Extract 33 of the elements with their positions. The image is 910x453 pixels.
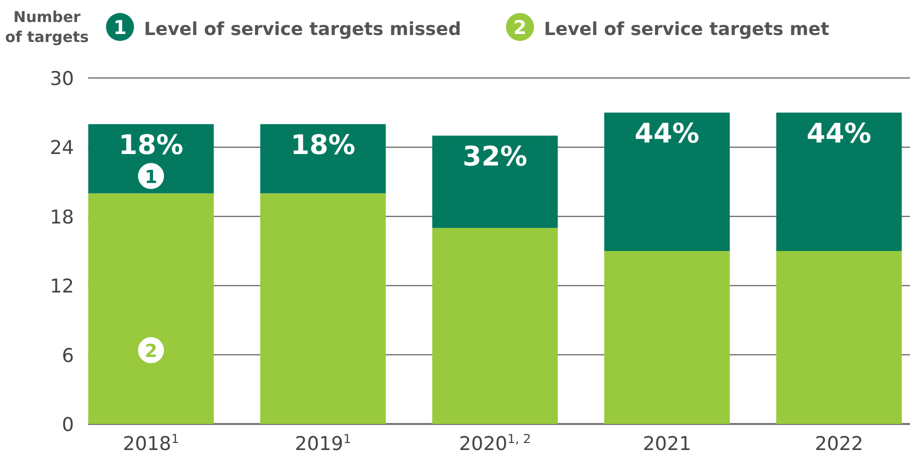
legend-label: Level of service targets met — [544, 19, 830, 40]
y-tick-label: 30 — [50, 68, 74, 90]
bar — [88, 193, 214, 424]
annotation: 18% — [118, 130, 184, 162]
y-tick-label: 12 — [50, 276, 74, 298]
bar — [604, 112, 730, 251]
y-tick-label: 24 — [50, 137, 74, 160]
annotation: 44% — [806, 118, 872, 150]
bar — [776, 251, 902, 424]
legend-label: Level of service targets missed — [144, 19, 462, 40]
x-tick-label: 2022 — [814, 433, 864, 453]
x-tick-label: 2021 — [642, 433, 692, 453]
bar — [604, 251, 730, 424]
x-tick-label: 2018$^{1}$ — [122, 432, 180, 453]
annotation: 32% — [462, 142, 528, 173]
annotation: 18% — [290, 130, 356, 162]
bar — [260, 124, 386, 194]
text: 2 — [513, 17, 527, 39]
text: 1 — [113, 17, 127, 39]
bar — [260, 193, 386, 424]
x-tick-label: 2020$^{1, 2}$ — [459, 432, 531, 453]
y-tick-label: 18 — [50, 206, 74, 228]
bar — [88, 124, 214, 194]
y-tick-label: 6 — [62, 344, 74, 367]
annotation: 1 — [144, 167, 158, 188]
bar — [432, 228, 558, 424]
bar — [432, 136, 558, 228]
annotation: 2 — [144, 341, 158, 362]
annotation: 44% — [634, 118, 700, 150]
y-tick-label: 0 — [62, 414, 74, 436]
bar — [776, 112, 902, 251]
x-tick-label: 2019$^{1}$ — [294, 432, 352, 453]
y-axis-title: Number of targets — [5, 8, 89, 46]
